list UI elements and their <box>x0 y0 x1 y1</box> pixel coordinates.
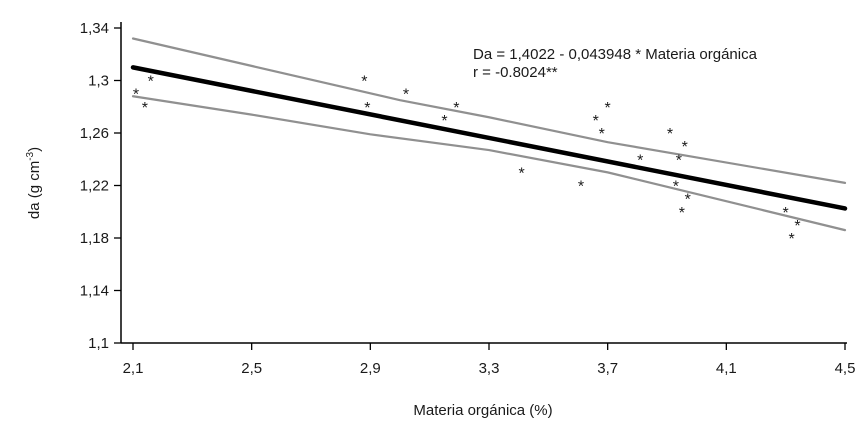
data-point: * <box>794 218 800 235</box>
x-axis-title: Materia orgánica (%) <box>413 402 552 419</box>
data-point: * <box>685 192 691 209</box>
data-point: * <box>578 179 584 196</box>
data-points: *** ******************** <box>133 74 801 249</box>
data-point: * <box>676 152 682 169</box>
y-axis-title-main: da (g cm <box>26 161 43 219</box>
data-point: * <box>673 179 679 196</box>
data-point: * <box>593 113 599 130</box>
y-tick-label: 1,26 <box>80 125 109 142</box>
y-tick-label: 1,14 <box>80 283 109 300</box>
data-point: * <box>783 205 789 222</box>
data-point: * <box>133 87 139 104</box>
y-tick-label: 1,22 <box>80 178 109 195</box>
x-tick-label: 2,1 <box>123 360 144 377</box>
data-point: * <box>519 165 525 182</box>
x-tick-label: 3,7 <box>597 360 618 377</box>
correlation-coefficient: r = -0.8024** <box>473 64 558 81</box>
data-point: * <box>599 126 605 143</box>
data-point: * <box>679 205 685 222</box>
x-tick-label: 4,1 <box>716 360 737 377</box>
data-point: * <box>788 231 794 248</box>
y-axis-title: da (g cm-3) <box>25 147 43 219</box>
data-point: * <box>441 113 447 130</box>
data-point: * <box>667 126 673 143</box>
regression-line-group <box>130 65 848 211</box>
x-axis-ticks: 2,1 2,5 2,9 3,3 3,7 4,1 4,5 <box>123 343 856 377</box>
data-point: * <box>637 152 643 169</box>
confidence-lower-line <box>131 95 847 232</box>
y-tick-label: 1,18 <box>80 230 109 247</box>
x-tick-label: 4,5 <box>835 360 856 377</box>
x-tick-label: 2,5 <box>241 360 262 377</box>
y-axis-ticks: 1,1 1,14 1,18 1,22 1,26 1,3 1,34 <box>80 20 121 352</box>
data-point: * <box>364 100 370 117</box>
data-point: * <box>682 139 688 156</box>
regression-equation: Da = 1,4022 - 0,043948 * Materia orgánic… <box>473 46 758 63</box>
y-tick-label: 1,34 <box>80 20 109 37</box>
y-axis-title-end: ) <box>26 147 43 152</box>
y-tick-label: 1,1 <box>88 335 109 352</box>
y-tick-label: 1,3 <box>88 73 109 90</box>
data-point: * <box>605 100 611 117</box>
data-point: * <box>142 100 148 117</box>
x-tick-label: 2,9 <box>360 360 381 377</box>
x-tick-label: 3,3 <box>479 360 500 377</box>
regression-annotation: Da = 1,4022 - 0,043948 * Materia orgánic… <box>473 46 758 81</box>
regression-line <box>130 65 848 211</box>
data-point: * <box>148 74 154 91</box>
data-point: * <box>403 87 409 104</box>
data-point: * <box>361 74 367 91</box>
confidence-upper-line <box>131 37 847 184</box>
data-point: * <box>453 100 459 117</box>
y-axis-title-superscript: -3 <box>25 151 36 160</box>
confidence-bands <box>131 37 847 232</box>
